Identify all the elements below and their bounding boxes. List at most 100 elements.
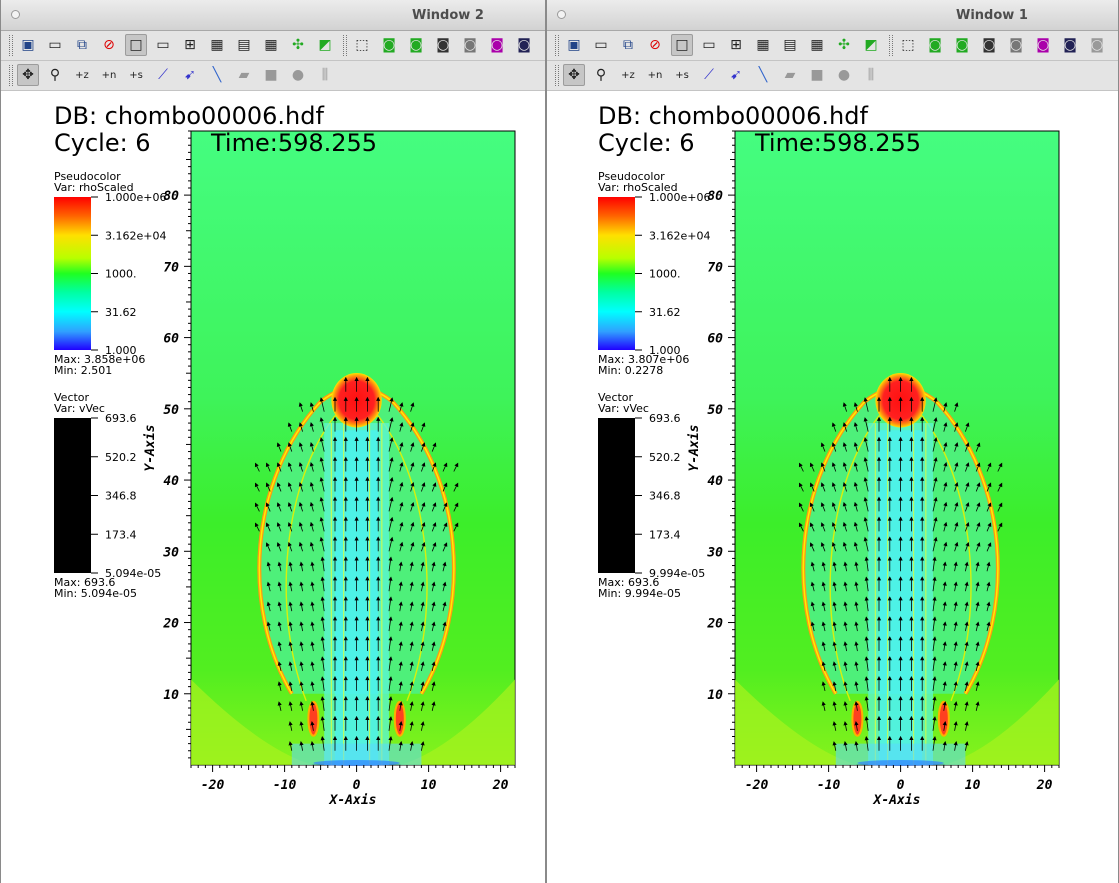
camera-extra-icon[interactable]: ◙ (540, 34, 545, 56)
vector-arrowhead (310, 681, 315, 686)
pick-s-icon[interactable]: +s (675, 69, 689, 81)
window-1: Window 1 ▣ ▭ ⧉ ⊘ □ ▭ ⊞ ▦ ▤ ▦ ✣ ◩ ⬚ ◙ ◙ ◙ ◙ ◙ ◙ ◙ ✥ ⚲ +z +n +s ⟋ ➹… (546, 0, 1119, 883)
window-titlebar[interactable]: Window 1 (547, 0, 1118, 31)
new-window-icon[interactable]: ▣ (21, 37, 35, 53)
vector-arrowhead (831, 442, 836, 447)
camera-icon[interactable]: ◙ (436, 37, 450, 53)
clear-window-icon[interactable]: ▭ (48, 37, 62, 53)
layout-2x4-icon[interactable]: ▤ (783, 37, 797, 53)
vector-arrowhead (954, 422, 959, 427)
delete-window-icon[interactable]: ⊘ (649, 37, 661, 53)
layout-2x3-icon[interactable]: ▦ (210, 37, 224, 53)
layout-1x2-icon[interactable]: ▭ (156, 37, 170, 53)
line-tool-icon[interactable]: ╲ (212, 67, 222, 83)
toolbar-grip[interactable] (343, 35, 347, 56)
toolbar-grip[interactable] (9, 65, 13, 86)
clear-window-icon[interactable]: ▭ (594, 37, 608, 53)
pick-point-icon[interactable]: ➹ (730, 67, 742, 83)
layout-1x1-icon[interactable]: □ (671, 34, 693, 56)
camera-reset-icon[interactable]: ◙ (463, 37, 477, 53)
vector-arrowhead (954, 442, 959, 447)
camera-extra-icon[interactable]: ◙ (1090, 37, 1104, 53)
sphere-tool-icon[interactable]: ● (291, 67, 305, 83)
toolbar-grip[interactable] (9, 35, 13, 56)
vector-arrowhead (343, 636, 348, 641)
lineout-icon[interactable]: ⟋ (158, 67, 168, 83)
lock-view-icon[interactable]: ✣ (838, 37, 850, 53)
vector-arrowhead (920, 676, 925, 681)
box-tool-icon[interactable]: ■ (810, 67, 824, 83)
zoom-icon[interactable]: ⚲ (595, 67, 607, 83)
view-3d-icon[interactable]: ⬚ (355, 37, 369, 53)
pick-n-icon[interactable]: +n (101, 69, 117, 81)
layout-1x1-icon[interactable]: □ (125, 34, 147, 56)
sphere-tool-icon[interactable]: ● (837, 67, 851, 83)
spin-icon[interactable]: ◩ (318, 37, 332, 53)
vector-arrowhead (276, 462, 281, 467)
layout-2x4-icon[interactable]: ▤ (237, 37, 251, 53)
vector-arrowhead (954, 521, 959, 527)
layout-2x3-icon[interactable]: ▦ (756, 37, 770, 53)
camera-lock-icon[interactable]: ◙ (517, 37, 531, 53)
layout-3x3-icon[interactable]: ▦ (810, 37, 824, 53)
layout-2x2-icon[interactable]: ⊞ (184, 37, 196, 53)
pick-s-icon[interactable]: +s (129, 69, 143, 81)
zoom-icon[interactable]: ⚲ (49, 67, 61, 83)
camera-save-icon[interactable]: ◙ (382, 37, 396, 53)
visualization-window-1[interactable]: -20 -10 0 10 20 10 20 30 40 50 60 70 80 X-Axis Y-Axis D… (547, 91, 1119, 883)
window-close-button[interactable] (557, 10, 566, 19)
camera-reset-icon[interactable]: ◙ (1009, 37, 1023, 53)
x-tick-label: 10 (421, 778, 437, 793)
vector-arrowhead (942, 741, 947, 746)
camera-icon[interactable]: ◙ (982, 37, 996, 53)
camera-load-icon[interactable]: ◙ (409, 37, 423, 53)
copy-window-icon[interactable]: ⧉ (77, 37, 87, 53)
window-titlebar[interactable]: Window 2 (1, 0, 545, 31)
toolbar-grip[interactable] (555, 35, 559, 56)
vector-arrowhead (420, 681, 425, 686)
line-tool-icon[interactable]: ╲ (758, 67, 768, 83)
plane-tool-icon[interactable]: ▰ (238, 67, 250, 83)
navigate-icon[interactable]: ✥ (563, 64, 585, 86)
layout-2x2-icon[interactable]: ⊞ (730, 37, 742, 53)
camera-off-icon[interactable]: ◙ (490, 37, 504, 53)
pick-point-icon[interactable]: ➹ (184, 67, 196, 83)
pick-n-icon[interactable]: +n (647, 69, 663, 81)
spin-icon[interactable]: ◩ (864, 37, 878, 53)
lineout-icon[interactable]: ⟋ (704, 67, 714, 83)
vector-arrowhead (442, 581, 447, 587)
camera-off-icon[interactable]: ◙ (1036, 37, 1050, 53)
vector-arrowhead (288, 581, 293, 586)
navigate-icon[interactable]: ✥ (17, 64, 39, 86)
vector-arrowhead (399, 422, 404, 427)
axis-tool-icon[interactable]: ⫼ (867, 67, 875, 83)
camera-load-icon[interactable]: ◙ (955, 37, 969, 53)
vector-arrowhead (909, 676, 914, 681)
box-tool-icon[interactable]: ■ (264, 67, 278, 83)
layout-3x3-icon[interactable]: ▦ (264, 37, 278, 53)
vector-arrowhead (398, 581, 403, 586)
pick-z-icon[interactable]: +z (621, 69, 635, 81)
vector-arrowhead (943, 501, 948, 507)
visualization-window-2[interactable]: -20 -10 0 10 20 10 20 30 40 50 60 70 80 X-Axis Y-Axis D… (1, 91, 546, 883)
vector-arrowhead (964, 721, 969, 726)
plane-tool-icon[interactable]: ▰ (784, 67, 796, 83)
toolbar-grip[interactable] (889, 35, 893, 56)
new-window-icon[interactable]: ▣ (567, 37, 581, 53)
camera-save-icon[interactable]: ◙ (928, 37, 942, 53)
vector-arrowhead (909, 556, 914, 561)
vector-tick-label: 693.6 (649, 412, 681, 425)
window-close-button[interactable] (11, 10, 20, 19)
toolbar-grip[interactable] (555, 65, 559, 86)
vector-arrowhead (842, 482, 847, 487)
copy-window-icon[interactable]: ⧉ (623, 37, 633, 53)
axis-tool-icon[interactable]: ⫼ (321, 67, 329, 83)
vector-arrowhead (388, 616, 393, 621)
vector-arrowhead (332, 436, 338, 441)
lock-view-icon[interactable]: ✣ (292, 37, 304, 53)
layout-1x2-icon[interactable]: ▭ (702, 37, 716, 53)
camera-lock-icon[interactable]: ◙ (1063, 37, 1077, 53)
pick-z-icon[interactable]: +z (75, 69, 89, 81)
view-3d-icon[interactable]: ⬚ (901, 37, 915, 53)
delete-window-icon[interactable]: ⊘ (103, 37, 115, 53)
